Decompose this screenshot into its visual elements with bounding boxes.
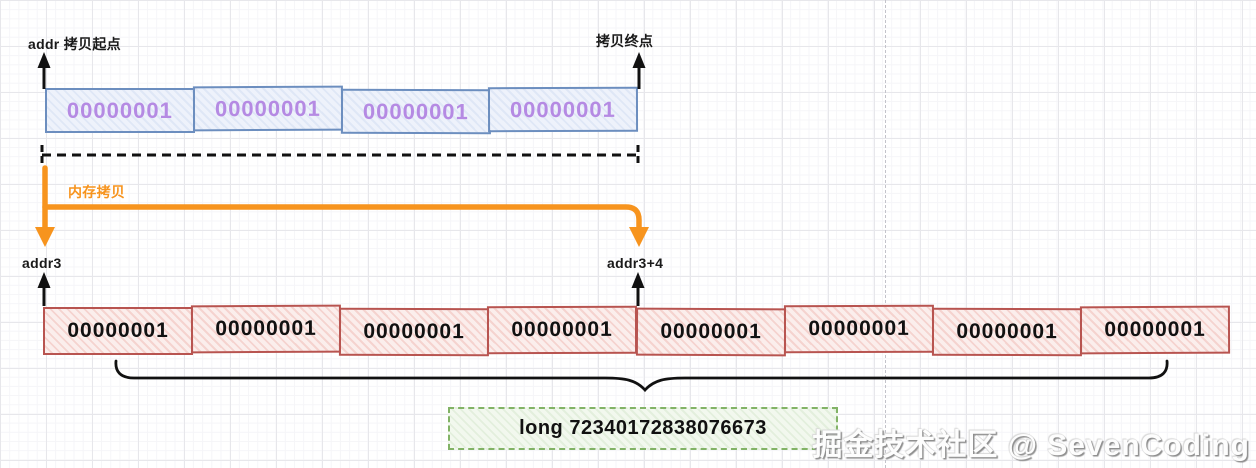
source-memory-row: 00000001 00000001 00000001 00000001 [45,85,639,135]
memory-copy-label: 内存拷贝 [68,184,126,200]
dest-memory-cell: 00000001 [191,304,342,354]
long-value-box: long 72340172838076673 [448,407,838,450]
dest-memory-cell: 00000001 [635,307,786,357]
memory-copy-arrow-icon [35,165,649,247]
dest-memory-cell: 00000001 [931,307,1082,357]
source-memory-cell: 00000001 [45,88,195,133]
dest-memory-cell: 00000001 [783,304,934,354]
page-break-dashed-line [885,0,886,468]
dest-memory-cell: 00000001 [339,307,490,357]
copy-start-arrow-icon [37,52,51,89]
addr3-label: addr3 [22,255,62,271]
dest-memory-cell: 00000001 [487,305,638,355]
source-memory-cell: 00000001 [192,85,343,132]
source-memory-cell: 00000001 [340,88,491,135]
dest-memory-cell: 00000001 [43,307,194,355]
watermark: 掘金技术社区 @ SevenCoding [812,429,1250,462]
long-value-label: long 72340172838076673 [519,417,767,439]
copy-range-dashed-line [40,145,640,167]
dest-brace [114,359,1169,393]
dest-memory-cell: 00000001 [1079,305,1231,355]
copy-end-arrow-icon [632,52,646,89]
copy-end-label: 拷贝终点 [596,33,654,49]
dest-memory-row: 00000001 00000001 00000001 00000001 00000001… [43,304,1231,357]
addr3-plus-4-arrow-icon [631,272,645,306]
addr3-plus-4-label: addr3+4 [607,255,664,271]
source-memory-cell: 00000001 [488,86,639,133]
addr3-arrow-icon [37,272,51,306]
copy-start-label: addr 拷贝起点 [28,36,121,52]
